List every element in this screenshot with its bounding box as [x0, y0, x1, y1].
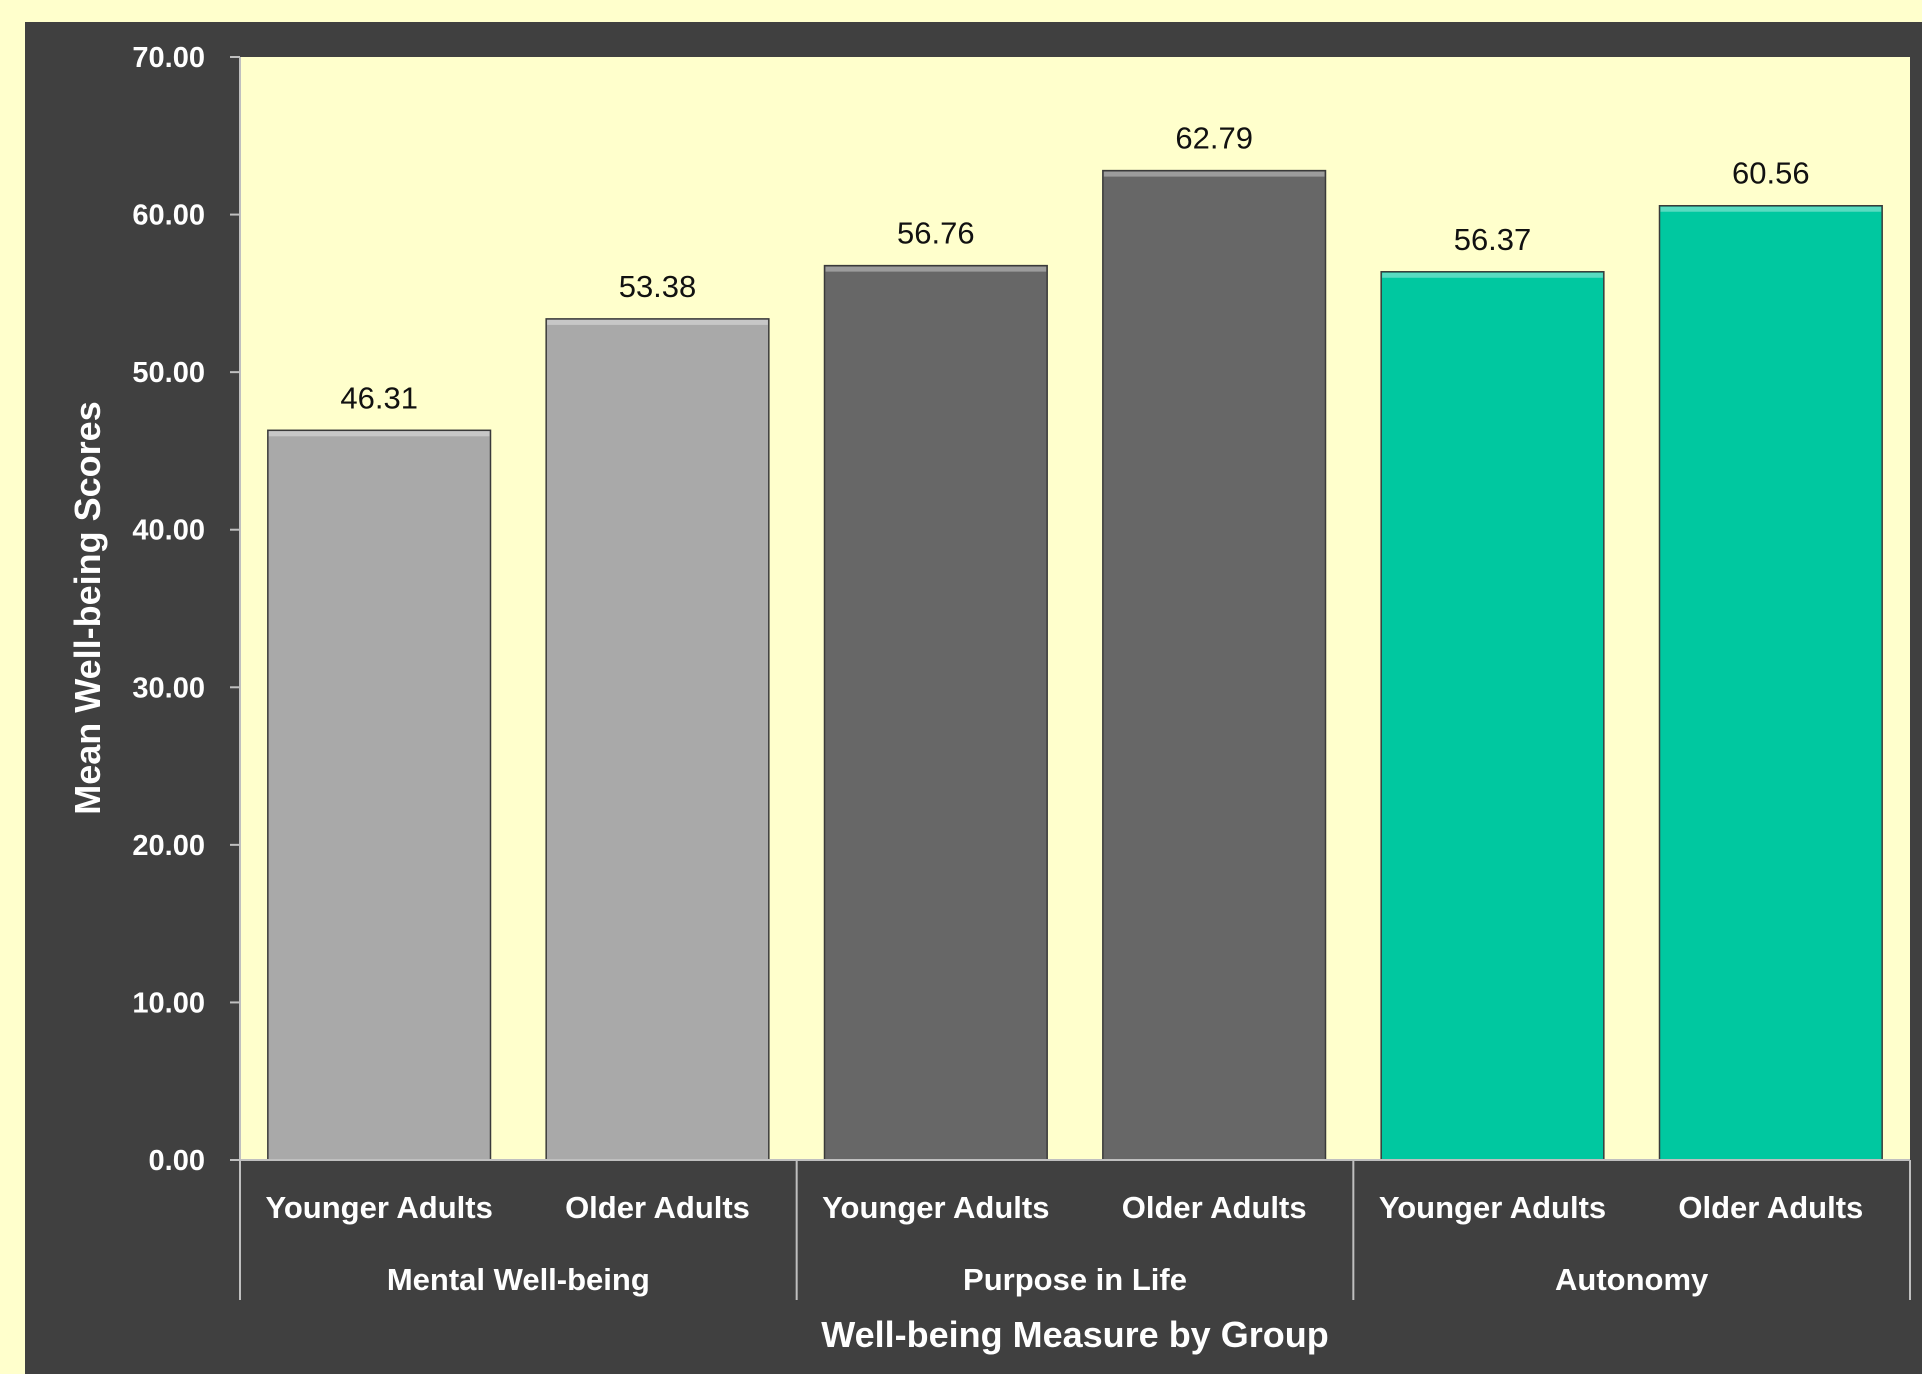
- y-tick-label: 50.00: [132, 357, 205, 389]
- bar-highlight: [1660, 206, 1882, 212]
- x-axis-title: Well-being Measure by Group: [821, 1314, 1328, 1355]
- y-tick-label: 70.00: [132, 42, 205, 74]
- y-tick-label: 10.00: [132, 987, 205, 1019]
- y-tick-label: 60.00: [132, 200, 205, 232]
- x-category-label: Younger Adults: [266, 1190, 493, 1225]
- data-label: 60.56: [1732, 156, 1810, 191]
- bar: [1380, 271, 1605, 1161]
- x-category-label: Older Adults: [1122, 1190, 1307, 1225]
- y-tick-label: 30.00: [132, 672, 205, 704]
- bar-highlight: [547, 319, 768, 325]
- bar-highlight: [268, 431, 490, 437]
- data-label: 62.79: [1175, 121, 1253, 156]
- bar-highlight: [1103, 171, 1325, 177]
- bar: [1658, 204, 1883, 1161]
- y-axis-title: Mean Well-being Scores: [67, 401, 108, 814]
- x-category-label: Older Adults: [1678, 1190, 1863, 1225]
- bar: [545, 318, 770, 1161]
- bar: [823, 264, 1048, 1161]
- x-group-label: Purpose in Life: [963, 1262, 1187, 1297]
- plot-area: [240, 57, 1910, 1160]
- x-group-label: Mental Well-being: [387, 1262, 650, 1297]
- bar: [267, 429, 492, 1161]
- x-category-label: Older Adults: [565, 1190, 750, 1225]
- x-category-label: Younger Adults: [822, 1190, 1049, 1225]
- bar-highlight: [825, 266, 1047, 272]
- y-tick-label: 40.00: [132, 515, 205, 547]
- bar-highlight: [1382, 272, 1603, 278]
- y-tick-label: 0.00: [149, 1145, 205, 1177]
- data-label: 53.38: [619, 269, 697, 304]
- data-label: 46.31: [340, 380, 418, 415]
- x-category-label: Younger Adults: [1379, 1190, 1606, 1225]
- bar: [1102, 169, 1327, 1161]
- data-label: 56.37: [1454, 222, 1532, 257]
- x-group-label: Autonomy: [1555, 1262, 1709, 1297]
- data-label: 56.76: [897, 216, 975, 251]
- y-tick-label: 20.00: [132, 830, 205, 862]
